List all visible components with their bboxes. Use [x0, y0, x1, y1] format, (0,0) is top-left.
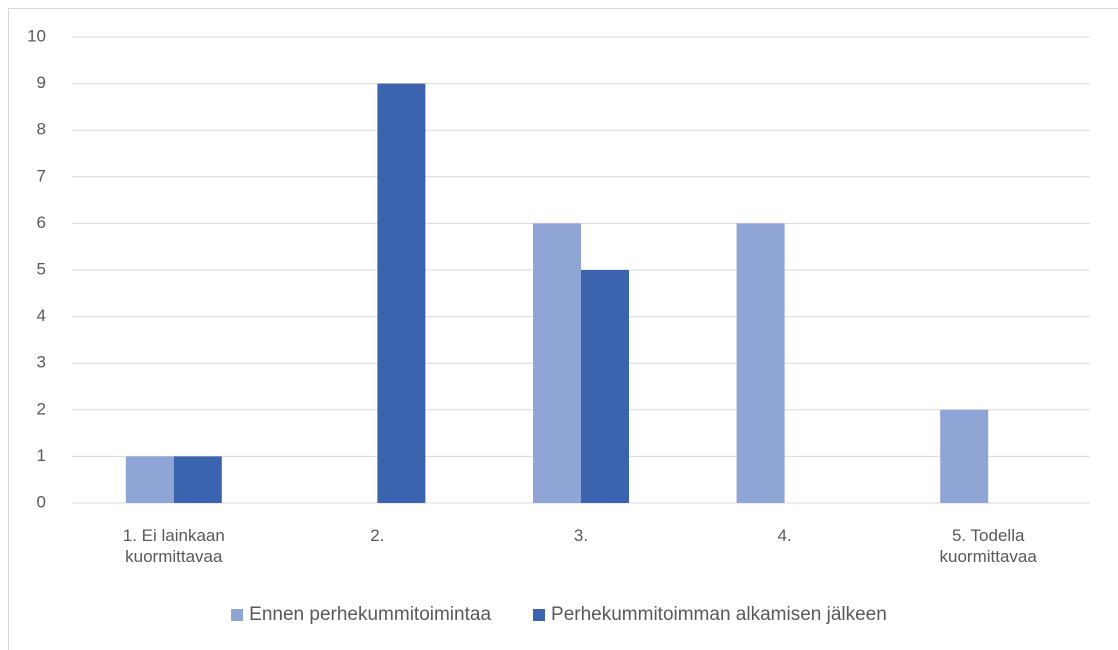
legend-item: Ennen perhekummitoimintaa	[231, 604, 491, 626]
legend-swatch	[533, 609, 546, 621]
y-tick-label: 2	[37, 399, 46, 418]
bar	[533, 223, 581, 503]
x-tick-label: 2.	[370, 526, 385, 545]
x-tick-label: 4.	[777, 526, 792, 545]
y-tick-label: 9	[37, 73, 46, 92]
y-tick-label: 6	[37, 213, 46, 232]
x-tick-label: 5. Todella kuormittavaa	[939, 526, 1037, 566]
bar	[377, 83, 426, 503]
y-tick-label: 8	[37, 120, 46, 139]
y-tick-label: 10	[27, 26, 46, 45]
legend-label: Ennen perhekummitoimintaa	[249, 604, 492, 625]
bar	[581, 270, 629, 503]
bar	[940, 409, 989, 503]
y-tick-label: 0	[37, 492, 46, 511]
legend-label: Perhekummitoimman alkamisen jälkeen	[551, 604, 887, 625]
bar	[173, 456, 222, 503]
y-tick-label: 7	[37, 166, 46, 185]
bar	[736, 223, 785, 503]
y-tick-label: 5	[37, 259, 46, 278]
y-tick-label: 4	[37, 306, 46, 325]
bar	[125, 456, 174, 503]
y-tick-label: 1	[37, 446, 46, 465]
legend: Ennen perhekummitoimintaa Perhekummitoimm…	[0, 604, 1118, 626]
chart-frame	[8, 8, 1118, 650]
legend-item: Perhekummitoimman alkamisen jälkeen	[533, 604, 887, 626]
x-tick-label: 3.	[573, 526, 589, 545]
x-tick-label: 1. Ei lainkaan kuormittavaa	[122, 526, 225, 566]
legend-swatch	[231, 609, 244, 621]
y-tick-label: 3	[37, 353, 46, 372]
